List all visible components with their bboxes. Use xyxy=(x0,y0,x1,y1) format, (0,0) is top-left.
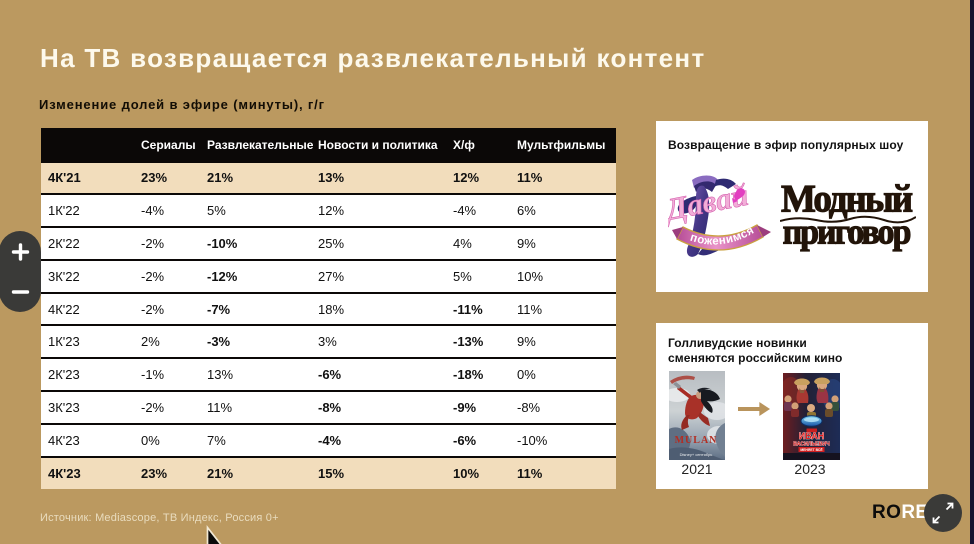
svg-text:MULAN: MULAN xyxy=(675,435,718,446)
svg-text:Disney+ сентябрь: Disney+ сентябрь xyxy=(680,452,713,457)
svg-text:МЕНЯЕТ ВСЁ: МЕНЯЕТ ВСЁ xyxy=(800,448,823,452)
svg-text:ИВАН: ИВАН xyxy=(799,431,825,441)
svg-text:Давай: Давай xyxy=(668,177,751,228)
svg-text:ВАСИЛЬЕВИЧ: ВАСИЛЬЕВИЧ xyxy=(793,442,830,448)
